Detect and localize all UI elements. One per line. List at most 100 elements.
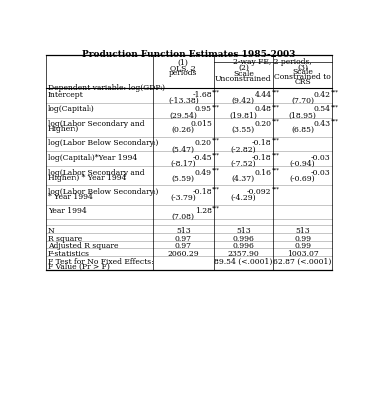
Text: (-8.17): (-8.17) (170, 160, 196, 168)
Text: 89.54 (<.0001): 89.54 (<.0001) (214, 257, 273, 265)
Text: (7.08): (7.08) (172, 213, 195, 221)
Text: periods: periods (169, 69, 197, 77)
Text: 0.43: 0.43 (313, 120, 331, 128)
Text: N: N (48, 227, 54, 234)
Text: ***: *** (212, 205, 220, 210)
Text: ***: *** (212, 137, 220, 143)
Text: (-3.79): (-3.79) (170, 193, 196, 202)
Text: Scale: Scale (292, 68, 313, 76)
Text: -1.68: -1.68 (192, 90, 212, 99)
Text: ***: *** (272, 152, 280, 157)
Text: Production Function Estimates 1985-2003: Production Function Estimates 1985-2003 (82, 50, 296, 59)
Text: (1): (1) (178, 58, 189, 66)
Text: 1.28: 1.28 (195, 207, 212, 215)
Text: 0.99: 0.99 (294, 234, 311, 242)
Text: R square: R square (48, 234, 82, 242)
Text: 0.015: 0.015 (190, 120, 212, 128)
Text: -0.45: -0.45 (192, 153, 212, 162)
Text: 1003.07: 1003.07 (287, 249, 318, 258)
Text: ***: *** (272, 89, 280, 94)
Text: ***: *** (212, 89, 220, 94)
Text: (-0.94): (-0.94) (290, 160, 315, 168)
Text: F Value (Pr > F): F Value (Pr > F) (48, 263, 110, 271)
Text: 2357.90: 2357.90 (227, 249, 259, 258)
Text: (-7.52): (-7.52) (231, 160, 256, 168)
Text: 2060.29: 2060.29 (168, 249, 199, 258)
Text: OLS, 2: OLS, 2 (170, 65, 196, 72)
Text: Constrained to: Constrained to (274, 73, 331, 81)
Text: F Test for No Fixed Effects:: F Test for No Fixed Effects: (48, 257, 154, 265)
Text: * Year 1994: * Year 1994 (48, 193, 93, 201)
Text: Higherᵢ) * Year 1994: Higherᵢ) * Year 1994 (48, 173, 126, 182)
Text: (19.81): (19.81) (230, 111, 257, 119)
Text: (6.85): (6.85) (291, 126, 314, 134)
Text: -0.18: -0.18 (252, 139, 272, 147)
Text: Adjusted R square: Adjusted R square (48, 242, 118, 250)
Text: F-statistics: F-statistics (48, 249, 90, 258)
Text: 513: 513 (176, 227, 191, 234)
Text: (4.37): (4.37) (232, 174, 255, 182)
Text: ***: *** (212, 104, 220, 109)
Text: -0.03: -0.03 (311, 153, 331, 162)
Text: ***: *** (212, 152, 220, 157)
Text: 0.16: 0.16 (255, 168, 272, 176)
Text: (-13.38): (-13.38) (168, 97, 199, 105)
Text: ***: *** (212, 167, 220, 172)
Text: Intercept: Intercept (48, 90, 83, 99)
Text: ***: *** (331, 118, 338, 124)
Text: (3.55): (3.55) (232, 126, 255, 134)
Text: -0.18: -0.18 (192, 187, 212, 196)
Text: 2-way FE, 2 periods,: 2-way FE, 2 periods, (234, 58, 312, 65)
Text: 0.49: 0.49 (195, 168, 212, 176)
Text: (18.95): (18.95) (289, 111, 317, 119)
Text: ***: *** (331, 104, 338, 109)
Text: ***: *** (272, 167, 280, 172)
Text: log(Capitalᵢ)*Year 1994: log(Capitalᵢ)*Year 1994 (48, 153, 137, 162)
Text: 513: 513 (236, 227, 251, 234)
Text: 0.97: 0.97 (175, 242, 192, 250)
Text: 0.996: 0.996 (232, 242, 254, 250)
Text: 0.996: 0.996 (232, 234, 254, 242)
Text: 62.87 (<.0001): 62.87 (<.0001) (273, 257, 332, 265)
Text: Higherᵢ): Higherᵢ) (48, 125, 79, 133)
Text: log(Capitalᵢ): log(Capitalᵢ) (48, 105, 94, 113)
Text: (2): (2) (238, 64, 249, 72)
Text: log(Labor Below Secondaryᵢ): log(Labor Below Secondaryᵢ) (48, 187, 158, 196)
Text: (-0.69): (-0.69) (290, 174, 315, 182)
Text: ***: *** (331, 89, 338, 94)
Text: 0.99: 0.99 (294, 242, 311, 250)
Text: -0.092: -0.092 (247, 187, 272, 196)
Text: (3): (3) (297, 64, 308, 72)
Text: (9.42): (9.42) (232, 97, 255, 105)
Text: (0.26): (0.26) (172, 126, 195, 134)
Text: ***: *** (212, 186, 220, 191)
Text: 0.42: 0.42 (314, 90, 331, 99)
Text: (-4.29): (-4.29) (231, 193, 256, 202)
Text: (-2.82): (-2.82) (231, 145, 256, 153)
Text: (5.59): (5.59) (172, 174, 195, 182)
Text: Dependent variable: log(GDPᵢ): Dependent variable: log(GDPᵢ) (48, 84, 165, 92)
Text: (5.47): (5.47) (172, 145, 195, 153)
Text: -0.18: -0.18 (252, 153, 272, 162)
Text: log(Labor Secondary and: log(Labor Secondary and (48, 120, 144, 128)
Text: -0.03: -0.03 (311, 168, 331, 176)
Text: Unconstrained: Unconstrained (215, 74, 272, 82)
Text: (7.70): (7.70) (291, 97, 314, 105)
Text: ***: *** (272, 104, 280, 109)
Text: (29.54): (29.54) (169, 111, 197, 119)
Text: 4.44: 4.44 (255, 90, 272, 99)
Text: 0.48: 0.48 (255, 105, 272, 113)
Text: 0.54: 0.54 (314, 105, 331, 113)
Text: Year 1994: Year 1994 (48, 207, 86, 215)
Text: log(Labor Below Secondaryᵢ): log(Labor Below Secondaryᵢ) (48, 139, 158, 147)
Text: ***: *** (272, 186, 280, 191)
Text: Scale: Scale (233, 70, 254, 78)
Text: ***: *** (272, 118, 280, 124)
Text: 0.97: 0.97 (175, 234, 192, 242)
Text: 0.20: 0.20 (255, 120, 272, 128)
Text: CRS: CRS (294, 77, 311, 85)
Text: log(Labor Secondary and: log(Labor Secondary and (48, 168, 144, 176)
Text: 0.20: 0.20 (195, 139, 212, 147)
Text: ***: *** (272, 137, 280, 143)
Text: 0.95: 0.95 (195, 105, 212, 113)
